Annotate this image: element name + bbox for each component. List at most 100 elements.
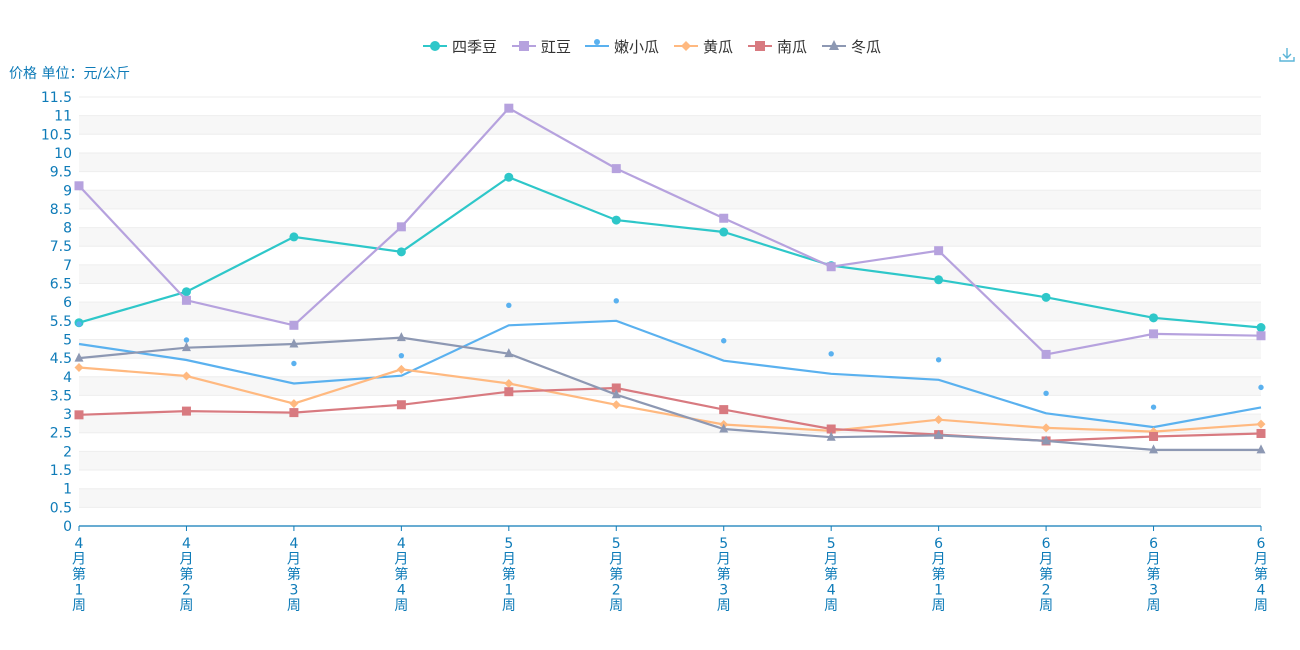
data-point[interactable] <box>506 302 512 309</box>
x-tick-label: 6 月第 2 周 <box>1039 536 1053 614</box>
data-point[interactable] <box>611 400 621 410</box>
data-point[interactable] <box>934 415 944 425</box>
legend-item[interactable]: 嫩小瓜 <box>585 38 659 56</box>
data-point[interactable] <box>611 389 621 399</box>
data-point[interactable] <box>611 383 621 393</box>
data-point[interactable] <box>1258 384 1264 391</box>
legend-item[interactable]: 豇豆 <box>512 38 571 56</box>
y-axis: 00.511.522.533.544.555.566.577.588.599.5… <box>41 90 72 535</box>
series-line <box>78 386 1262 443</box>
data-point[interactable] <box>719 213 729 223</box>
data-point[interactable] <box>183 337 190 343</box>
data-point[interactable] <box>181 371 191 381</box>
legend-label: 嫩小瓜 <box>614 38 659 56</box>
data-point[interactable] <box>1041 423 1051 433</box>
data-point[interactable] <box>181 295 191 305</box>
legend-marker <box>430 41 440 51</box>
data-point[interactable] <box>289 232 299 242</box>
data-point[interactable] <box>289 320 299 330</box>
download-icon[interactable] <box>1278 46 1296 64</box>
y-tick-label: 2.5 <box>50 426 72 442</box>
data-point[interactable] <box>1256 428 1266 438</box>
data-point[interactable] <box>289 408 299 418</box>
data-point[interactable] <box>504 348 514 358</box>
y-tick-label: 6 <box>63 295 72 311</box>
legend-item[interactable]: 四季豆 <box>423 38 497 56</box>
data-point[interactable] <box>1149 329 1159 339</box>
data-point[interactable] <box>504 103 514 113</box>
data-point[interactable] <box>396 332 406 342</box>
data-point[interactable] <box>1043 390 1049 397</box>
data-point[interactable] <box>504 172 514 182</box>
data-point[interactable] <box>1256 323 1266 333</box>
grid-band <box>79 414 1261 433</box>
legend-marker <box>594 39 600 45</box>
data-point[interactable] <box>504 378 514 388</box>
data-point[interactable] <box>826 431 836 441</box>
data-point[interactable] <box>76 321 82 327</box>
y-tick-label: 8.5 <box>50 202 72 218</box>
data-point[interactable] <box>74 181 84 191</box>
data-point[interactable] <box>613 298 619 304</box>
y-tick-label: 8 <box>63 221 72 237</box>
data-point[interactable] <box>181 287 191 297</box>
data-point[interactable] <box>398 352 405 359</box>
data-point[interactable] <box>1149 444 1159 454</box>
y-tick-label: 2 <box>63 444 72 460</box>
data-point[interactable] <box>934 275 944 285</box>
data-point[interactable] <box>1256 331 1266 341</box>
data-point[interactable] <box>719 227 729 237</box>
y-tick-label: 11 <box>54 109 72 125</box>
data-point[interactable] <box>826 262 836 272</box>
y-tick-label: 9.5 <box>50 165 72 181</box>
data-point[interactable] <box>181 406 191 416</box>
data-point[interactable] <box>611 164 621 174</box>
y-tick-label: 3 <box>63 407 72 423</box>
y-tick-label: 5.5 <box>50 314 72 330</box>
data-point[interactable] <box>934 429 944 439</box>
data-point[interactable] <box>396 400 406 410</box>
data-point[interactable] <box>935 357 942 363</box>
data-point[interactable] <box>289 338 299 348</box>
data-point[interactable] <box>1150 404 1157 410</box>
legend-marker <box>519 41 529 51</box>
data-point[interactable] <box>611 215 621 225</box>
series-line <box>78 175 1262 329</box>
data-point[interactable] <box>1041 349 1051 359</box>
y-tick-label: 0.5 <box>50 500 72 516</box>
data-point[interactable] <box>719 423 729 433</box>
data-point[interactable] <box>1041 435 1051 445</box>
data-point[interactable] <box>1149 313 1159 323</box>
x-axis: 4 月第 1 周 4 月第 2 周 4 月第 3 周 4 月第 4 周 5 月第 1 周 5 月第 2 周 5 月第 3 周 5 月第 4 周… <box>72 525 1268 614</box>
data-point[interactable] <box>289 399 299 409</box>
data-point[interactable] <box>396 222 406 232</box>
data-point[interactable] <box>74 352 84 362</box>
data-point[interactable] <box>1149 431 1159 441</box>
data-point[interactable] <box>826 424 836 434</box>
x-tick-label: 5 月第 2 周 <box>609 536 623 614</box>
legend-item[interactable]: 冬瓜 <box>822 38 881 56</box>
data-point[interactable] <box>828 351 834 357</box>
x-tick-label: 5 月第 4 周 <box>824 536 838 614</box>
legend-item[interactable]: 南瓜 <box>748 38 807 56</box>
data-point[interactable] <box>1256 419 1266 429</box>
data-point[interactable] <box>719 405 729 415</box>
series-4 <box>74 383 1266 446</box>
data-point[interactable] <box>74 362 84 372</box>
legend-label: 冬瓜 <box>851 38 881 56</box>
data-point[interactable] <box>74 410 84 420</box>
data-point[interactable] <box>1041 292 1051 302</box>
data-point[interactable] <box>396 247 406 257</box>
data-point[interactable] <box>934 246 944 256</box>
legend: 四季豆 豇豆 嫩小瓜 黄瓜 南瓜 冬瓜 <box>423 38 881 56</box>
data-point[interactable] <box>1256 444 1266 454</box>
y-tick-label: 1 <box>63 482 72 498</box>
data-point[interactable] <box>721 338 727 344</box>
legend-item[interactable]: 黄瓜 <box>674 38 733 56</box>
y-tick-label: 1.5 <box>50 463 72 479</box>
data-point[interactable] <box>181 342 191 352</box>
data-point[interactable] <box>504 387 514 397</box>
data-point[interactable] <box>396 364 406 374</box>
data-point[interactable] <box>291 360 297 367</box>
